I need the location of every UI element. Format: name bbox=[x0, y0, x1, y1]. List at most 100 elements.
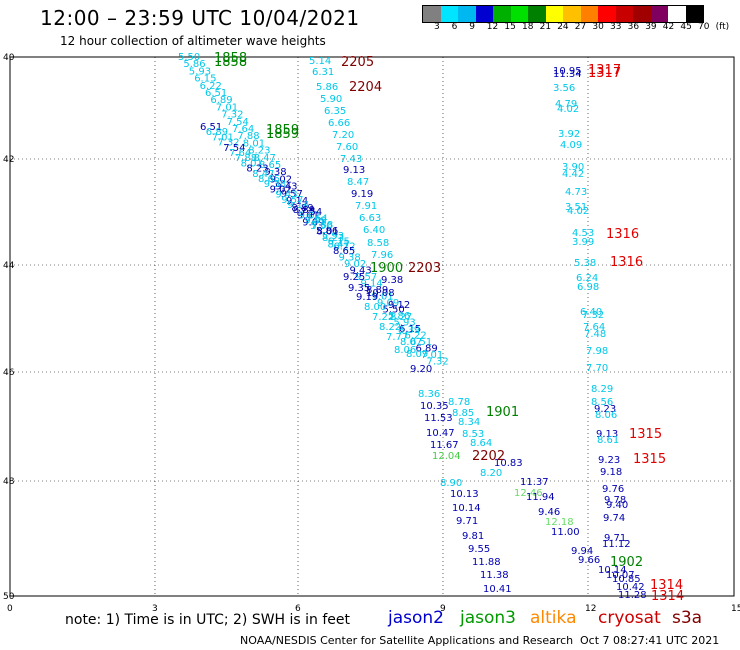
height-value: 9.46 bbox=[538, 507, 560, 518]
height-value: 8.78 bbox=[448, 397, 470, 408]
height-value: 8.01 bbox=[243, 138, 265, 149]
lon-label: 15 bbox=[731, 604, 740, 614]
height-value: 8.89 bbox=[366, 285, 388, 296]
height-value: 9.23 bbox=[594, 404, 616, 415]
height-value: 9.43 bbox=[275, 182, 297, 193]
height-value: 8.85 bbox=[452, 408, 474, 419]
height-value: 9.13 bbox=[596, 429, 618, 440]
height-value: 7.88 bbox=[311, 220, 333, 231]
height-value: 6.15 bbox=[194, 74, 216, 85]
height-value: 6.66 bbox=[328, 118, 350, 129]
height-value: 10.41 bbox=[483, 584, 512, 595]
height-value: 8.56 bbox=[591, 397, 613, 408]
height-value: 6.22 bbox=[200, 81, 222, 92]
height-value: 7.32 bbox=[582, 310, 604, 321]
height-value: 3.92 bbox=[558, 129, 580, 140]
height-value: 5.38 bbox=[574, 258, 596, 269]
height-value: 7.54 bbox=[227, 117, 249, 128]
track-time-label: 1859 bbox=[266, 127, 299, 142]
height-value: 11.88 bbox=[472, 557, 501, 568]
height-value: 6.24 bbox=[576, 273, 598, 284]
height-value: 6.22 bbox=[333, 242, 355, 253]
height-value: 4.53 bbox=[572, 228, 594, 239]
height-value: 7.32 bbox=[217, 138, 239, 149]
height-value: 11.00 bbox=[551, 527, 580, 538]
height-value: 9.38 bbox=[339, 253, 361, 264]
height-value: 5.50 bbox=[178, 52, 200, 63]
height-value: 8.47 bbox=[347, 177, 369, 188]
height-value: 9.12 bbox=[388, 300, 410, 311]
height-value: 9.78 bbox=[604, 495, 626, 506]
track-time-label: 1859 bbox=[266, 123, 299, 138]
track-time-label: 1315 bbox=[633, 452, 666, 467]
height-value: 4.73 bbox=[565, 187, 587, 198]
height-value: 7.01 bbox=[212, 132, 234, 143]
height-value: 9.55 bbox=[468, 544, 490, 555]
height-value: 9.81 bbox=[462, 531, 484, 542]
color-scale-label: 30 bbox=[592, 22, 604, 32]
height-value: 9.19 bbox=[356, 292, 378, 303]
color-scale-label: 36 bbox=[627, 22, 640, 32]
color-scale-label: 15 bbox=[504, 22, 516, 32]
color-swatch bbox=[563, 6, 581, 22]
lon-label: 12 bbox=[585, 604, 596, 614]
height-value: 4.02 bbox=[557, 104, 579, 115]
height-value: 3.56 bbox=[553, 83, 575, 94]
track-time-label: 2205 bbox=[341, 55, 374, 70]
height-value: 9.43 bbox=[350, 266, 372, 277]
height-value: 5.93 bbox=[322, 231, 344, 242]
satellite-legend-jason2: jason2 bbox=[388, 608, 444, 628]
height-value: 9.09 bbox=[302, 218, 324, 229]
color-swatch bbox=[580, 6, 598, 22]
height-value: 8.47 bbox=[328, 240, 350, 251]
color-swatch bbox=[440, 6, 458, 22]
height-value: 5.50 bbox=[383, 305, 405, 316]
height-value: 6.51 bbox=[205, 88, 227, 99]
map-title: 12:00 – 23:59 UTC 10/04/2021 bbox=[40, 6, 360, 30]
height-value: 9.14 bbox=[286, 196, 308, 207]
height-value: 11.12 bbox=[602, 539, 631, 550]
height-value: 7.48 bbox=[584, 329, 606, 340]
height-value: 8.09 bbox=[406, 349, 428, 360]
height-value: 9.25 bbox=[343, 272, 365, 283]
height-value: 9.20 bbox=[410, 364, 432, 375]
height-value: 3.51 bbox=[565, 202, 587, 213]
timestamp-text: Oct 7 08:27:41 UTC 2021 bbox=[580, 634, 720, 647]
height-value: 8.65 bbox=[258, 174, 280, 185]
height-value: 7.54 bbox=[300, 207, 322, 218]
height-value: 8.20 bbox=[480, 468, 502, 479]
height-value: 9.57 bbox=[355, 272, 377, 283]
height-value: 8.00 bbox=[364, 302, 386, 313]
height-value: 8.89 bbox=[291, 203, 313, 214]
height-value: 5.86 bbox=[316, 82, 338, 93]
height-value: 7.64 bbox=[306, 214, 328, 225]
height-value: 8.65 bbox=[333, 246, 355, 257]
track-time-label: 2202 bbox=[472, 449, 505, 464]
height-value: 7.60 bbox=[336, 142, 358, 153]
color-swatch bbox=[598, 6, 616, 22]
color-scale-bar bbox=[422, 5, 704, 23]
color-swatch bbox=[650, 6, 668, 22]
height-value: 6.22 bbox=[405, 331, 427, 342]
height-value: 7.70 bbox=[586, 363, 608, 374]
track-time-label: 1317 bbox=[588, 66, 621, 81]
height-value: 9.02 bbox=[270, 174, 292, 185]
color-scale-label: 70 bbox=[698, 22, 710, 32]
color-swatch bbox=[633, 6, 651, 22]
height-value: 8.27 bbox=[390, 312, 412, 323]
height-value: 10.14 bbox=[598, 565, 627, 576]
height-value: 5.86 bbox=[183, 59, 205, 70]
height-value: 8.36 bbox=[418, 389, 440, 400]
height-value: 11.28 bbox=[618, 590, 647, 601]
height-value: 7.32 bbox=[427, 357, 449, 368]
track-time-label: 1315 bbox=[629, 427, 662, 442]
height-value: 6.51 bbox=[200, 122, 222, 133]
height-value: 8.65 bbox=[259, 160, 281, 171]
height-value: 9.57 bbox=[281, 189, 303, 200]
map-frame bbox=[9, 56, 735, 597]
color-swatch bbox=[493, 6, 511, 22]
lat-label: 40 bbox=[3, 53, 15, 63]
lat-label: 44 bbox=[3, 261, 15, 271]
color-scale-label: 42 bbox=[662, 22, 675, 32]
